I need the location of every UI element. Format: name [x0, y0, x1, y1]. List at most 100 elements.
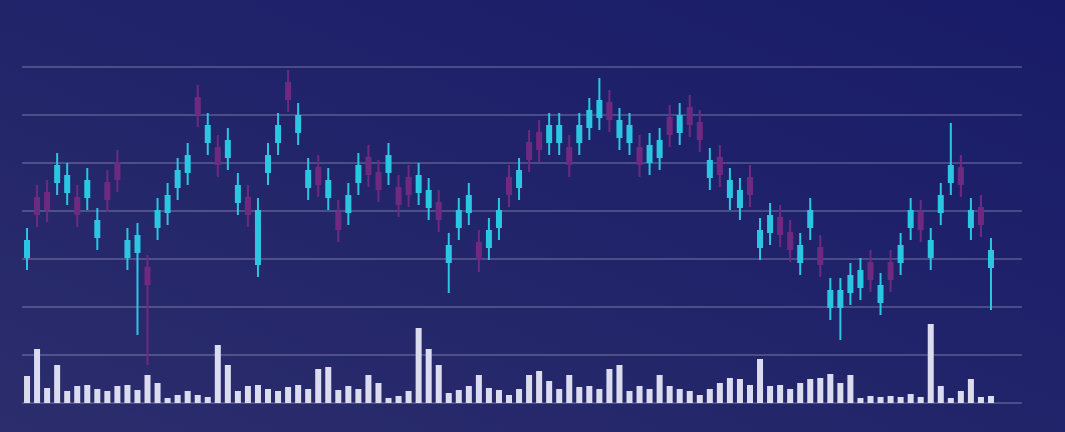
- volume-bar: [485, 388, 492, 403]
- candle-body: [676, 115, 683, 133]
- volume-bar: [184, 391, 191, 403]
- candle-body: [516, 170, 523, 188]
- candle-body: [435, 202, 442, 220]
- candle-body: [74, 197, 81, 215]
- volume-bar: [114, 386, 121, 403]
- volume-bar: [455, 390, 462, 403]
- candle-body: [827, 290, 834, 308]
- candle-body: [857, 270, 864, 288]
- candle-body: [365, 157, 372, 175]
- candle-body: [606, 102, 613, 120]
- candle-body: [887, 262, 894, 280]
- volume-bar: [84, 385, 91, 403]
- volume-bar: [64, 391, 71, 403]
- candle-body: [746, 177, 753, 195]
- candle-body: [947, 165, 954, 183]
- candle-body: [847, 275, 854, 293]
- candle-body: [194, 97, 201, 115]
- volume-bar: [907, 394, 914, 403]
- candle-body: [546, 125, 553, 143]
- candle-body: [134, 235, 141, 253]
- candle-body: [94, 220, 101, 238]
- volume-bar: [817, 378, 824, 403]
- candle-body: [355, 165, 362, 183]
- candle-body: [706, 160, 713, 178]
- volume-bar: [335, 390, 342, 403]
- candle-body: [917, 212, 924, 230]
- candle-body: [385, 155, 392, 173]
- candle-body: [415, 175, 422, 193]
- volume-bar: [94, 389, 101, 403]
- candle-body: [506, 177, 512, 195]
- candle-body: [656, 140, 663, 158]
- candle-body: [937, 195, 944, 213]
- volume-bar: [957, 391, 964, 403]
- candle-body: [716, 157, 723, 175]
- volume-bar: [556, 389, 563, 403]
- candle-body: [686, 107, 693, 125]
- volume-bar: [405, 391, 412, 403]
- volume-bar: [867, 396, 874, 403]
- candle-body: [957, 167, 964, 185]
- volume-bar: [164, 398, 171, 403]
- volume-bar: [827, 374, 834, 403]
- volume-bar: [696, 395, 703, 403]
- volume-bar: [606, 369, 613, 403]
- candle-body: [616, 120, 623, 138]
- volume-bar: [244, 386, 251, 403]
- volume-bar: [987, 396, 994, 403]
- candle-body: [234, 185, 241, 203]
- candle-body: [335, 212, 342, 230]
- candle-body: [636, 147, 643, 165]
- candle-body: [295, 115, 302, 133]
- candle-body: [536, 132, 543, 150]
- volume-bar: [214, 345, 221, 403]
- volume-bar: [355, 389, 362, 403]
- candle-body: [787, 232, 794, 250]
- volume-bar: [837, 383, 844, 403]
- volume-bar: [24, 376, 31, 403]
- volume-bar: [736, 379, 743, 403]
- volume-bar: [757, 359, 764, 403]
- volume-bar: [194, 395, 201, 403]
- volume-bar: [967, 379, 974, 403]
- volume-bar: [676, 389, 683, 403]
- candle-body: [626, 125, 633, 143]
- candle-body: [254, 210, 261, 265]
- volume-bar: [144, 375, 151, 403]
- volume-bar: [706, 389, 713, 403]
- volume-bar: [204, 397, 211, 403]
- candle-body: [44, 192, 51, 210]
- candle-body: [967, 210, 974, 228]
- candle-body: [34, 197, 41, 215]
- volume-bar: [495, 390, 502, 403]
- volume-bar: [104, 391, 111, 403]
- candle-body: [977, 207, 984, 225]
- volume-bar: [897, 397, 904, 403]
- candle-body: [224, 140, 231, 158]
- volume-bar: [315, 369, 322, 403]
- volume-bar: [726, 378, 733, 403]
- candle-body: [566, 147, 573, 165]
- volume-bar: [646, 389, 653, 403]
- candle-body: [184, 155, 191, 173]
- volume-bar: [285, 387, 292, 403]
- volume-bar: [807, 379, 814, 403]
- volume-bar: [174, 395, 181, 403]
- volume-bar: [375, 383, 382, 403]
- candle-body: [777, 217, 784, 235]
- volume-bar: [947, 398, 954, 403]
- volume-bar: [626, 391, 633, 403]
- candle-body: [646, 145, 653, 163]
- volume-bar: [877, 397, 884, 403]
- volume-bar: [475, 375, 482, 403]
- volume-bar: [445, 393, 452, 403]
- volume-bar: [465, 386, 472, 403]
- candle-body: [596, 100, 603, 118]
- volume-bar: [686, 391, 693, 403]
- candle-body: [495, 210, 502, 228]
- volume-bar: [977, 397, 984, 403]
- volume-bar: [34, 349, 41, 403]
- candle-body: [556, 125, 563, 143]
- candle-body: [24, 240, 31, 258]
